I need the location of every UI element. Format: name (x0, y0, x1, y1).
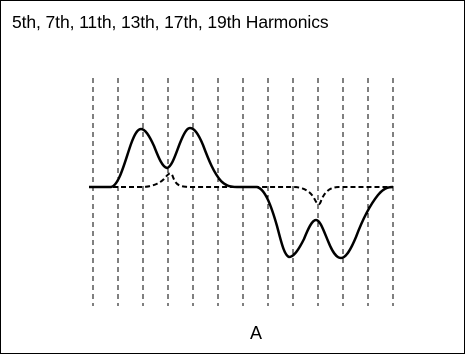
figure-title: 5th, 7th, 11th, 13th, 17th, 19th Harmoni… (12, 12, 329, 32)
vertical-gridlines (92, 78, 394, 306)
reference-waveform (89, 172, 393, 206)
figure-caption: A (249, 323, 262, 343)
harmonic-waveform (89, 126, 394, 260)
